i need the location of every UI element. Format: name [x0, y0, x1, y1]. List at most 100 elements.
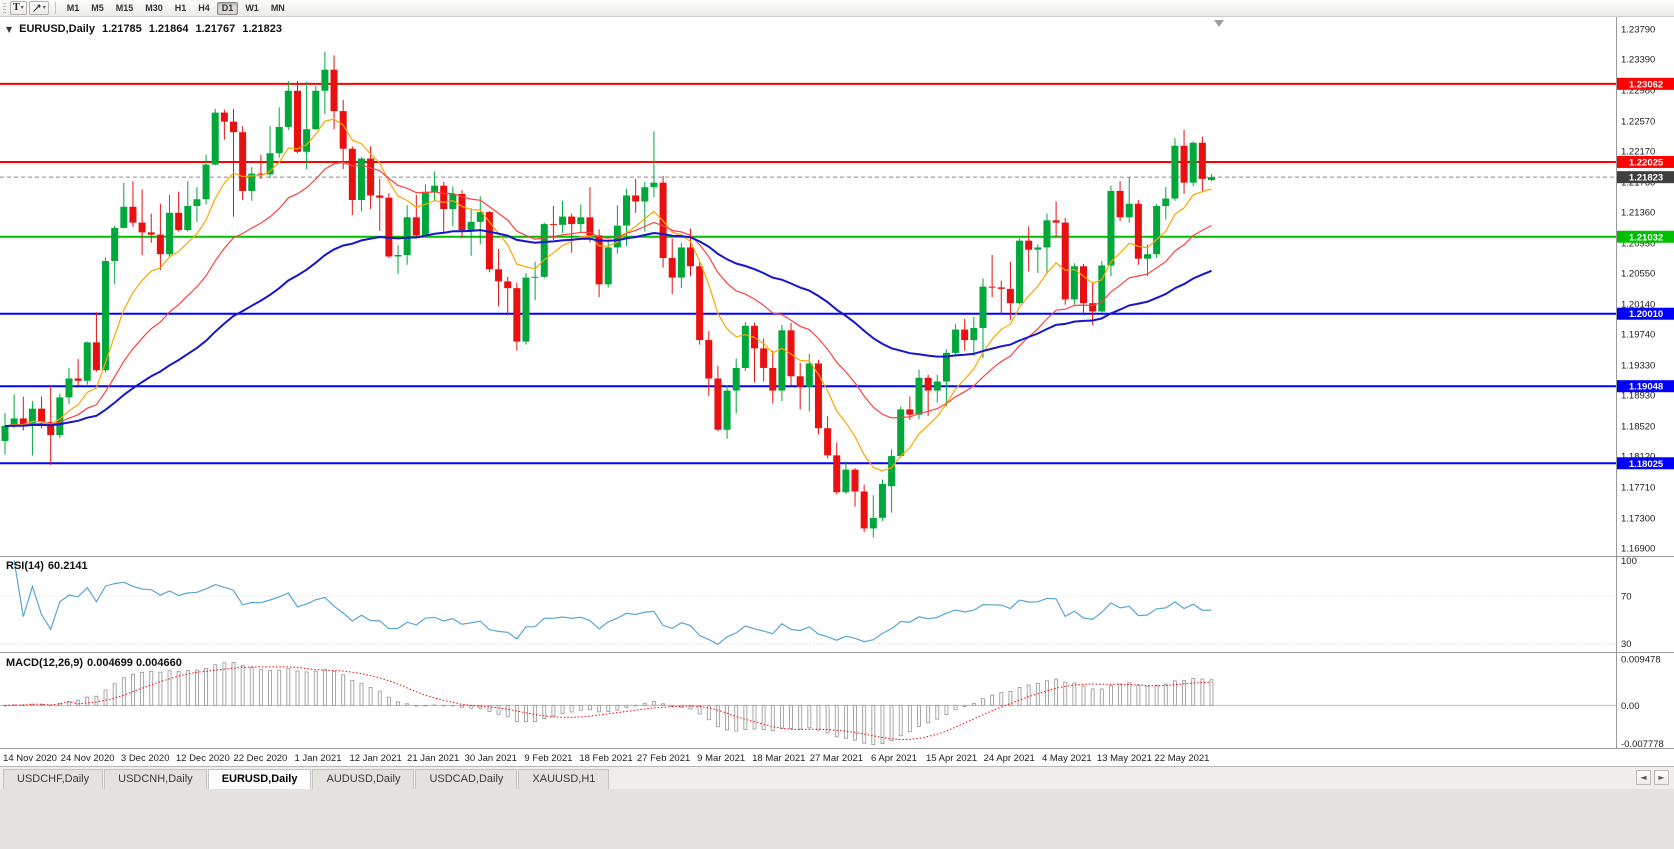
- trendline-tool-icon: [32, 4, 41, 12]
- tabs-scroll-left-button[interactable]: ◄: [1636, 770, 1651, 785]
- time-axis-labels: 14 Nov 2020 24 Nov 2020 3 Dec 2020 12 Dec 2…: [3, 753, 1209, 764]
- text-tool-button[interactable]: T ▾: [10, 1, 27, 15]
- low-value: 1.21767: [195, 23, 236, 35]
- svg-text:1.19048: 1.19048: [1629, 382, 1663, 393]
- tf-button-m5[interactable]: M5: [86, 2, 109, 15]
- svg-text:3 Dec 2020: 3 Dec 2020: [121, 753, 170, 764]
- svg-text:1.19330: 1.19330: [1621, 360, 1655, 371]
- svg-text:1.20010: 1.20010: [1629, 309, 1663, 320]
- svg-text:18 Mar 2021: 18 Mar 2021: [752, 753, 805, 764]
- chevron-down-icon: ▾: [20, 4, 24, 11]
- chart-tab-usdchf[interactable]: USDCHF,Daily: [3, 769, 104, 789]
- tab-scroll-controls: ◄ ►: [1636, 770, 1669, 785]
- svg-text:15 Apr 2021: 15 Apr 2021: [926, 753, 977, 764]
- svg-text:1.17300: 1.17300: [1621, 513, 1655, 524]
- chart-tab-usdcad[interactable]: USDCAD,Daily: [415, 769, 518, 789]
- chart-header: ▼ EURUSD,Daily 1.21785 1.21864 1.21767 1…: [6, 23, 282, 35]
- chart-tab-audusd[interactable]: AUDUSD,Daily: [312, 769, 415, 789]
- bottom-filler: [0, 789, 1674, 849]
- tabs-scroll-right-button[interactable]: ►: [1654, 770, 1669, 785]
- tf-button-m1[interactable]: M1: [62, 2, 85, 15]
- svg-text:18 Feb 2021: 18 Feb 2021: [579, 753, 632, 764]
- rsi-name: RSI(14): [6, 560, 44, 572]
- svg-text:1.21032: 1.21032: [1629, 232, 1663, 243]
- svg-text:1.18930: 1.18930: [1621, 391, 1655, 402]
- rsi-value: 60.2141: [47, 560, 88, 572]
- chart-tab-usdcnh[interactable]: USDCNH,Daily: [104, 769, 207, 789]
- svg-text:24 Apr 2021: 24 Apr 2021: [984, 753, 1035, 764]
- svg-text:9 Feb 2021: 9 Feb 2021: [524, 753, 572, 764]
- toolbar-grip: [3, 2, 6, 14]
- draw-objects-button[interactable]: ▾: [28, 1, 49, 15]
- svg-text:30: 30: [1621, 639, 1632, 650]
- svg-text:9 Mar 2021: 9 Mar 2021: [697, 753, 745, 764]
- svg-text:1.22570: 1.22570: [1621, 116, 1655, 127]
- svg-text:21 Jan 2021: 21 Jan 2021: [407, 753, 459, 764]
- high-value: 1.21864: [148, 23, 189, 35]
- price-axis-labels: 1.237901.233901.229801.225701.221701.217…: [1621, 25, 1655, 555]
- svg-text:14 Nov 2020: 14 Nov 2020: [3, 753, 57, 764]
- macd-levels: 0.009478 0.00 -0.007778: [0, 655, 1664, 750]
- svg-text:1.20140: 1.20140: [1621, 299, 1655, 310]
- svg-text:1.22170: 1.22170: [1621, 147, 1655, 158]
- svg-text:1.18025: 1.18025: [1629, 459, 1664, 470]
- svg-text:1.22980: 1.22980: [1621, 86, 1655, 97]
- svg-text:1.16900: 1.16900: [1621, 544, 1655, 555]
- rsi-line: [13, 560, 1212, 646]
- tf-button-d1[interactable]: D1: [216, 1, 239, 15]
- svg-text:1.17710: 1.17710: [1621, 482, 1655, 493]
- chart-shift-marker: [1214, 20, 1224, 27]
- macd-indicator-label: MACD(12,26,9) 0.004699 0.004660: [6, 657, 186, 669]
- svg-text:1.23790: 1.23790: [1621, 25, 1655, 36]
- open-value: 1.21785: [101, 23, 142, 35]
- svg-text:1.19740: 1.19740: [1621, 330, 1655, 341]
- svg-text:0.00: 0.00: [1621, 701, 1640, 712]
- tf-button-mn[interactable]: MN: [266, 2, 290, 15]
- panel-borders: [0, 17, 1674, 749]
- price-badges: 1.23062 1.22025 1.21032 1.20010 1.19048 1.180…: [1617, 77, 1674, 470]
- svg-text:1.21360: 1.21360: [1621, 208, 1655, 219]
- svg-text:70: 70: [1621, 592, 1632, 603]
- svg-text:1.22025: 1.22025: [1629, 157, 1664, 168]
- chart-tab-xauusd[interactable]: XAUUSD,H1: [518, 769, 610, 789]
- tf-button-w1[interactable]: W1: [240, 2, 264, 15]
- svg-text:1.18120: 1.18120: [1621, 452, 1655, 463]
- text-tool-icon: T: [13, 2, 20, 13]
- svg-text:22 Dec 2020: 22 Dec 2020: [233, 753, 287, 764]
- svg-text:6 Apr 2021: 6 Apr 2021: [871, 753, 917, 764]
- macd-name: MACD(12,26,9): [6, 657, 84, 669]
- svg-text:1.23062: 1.23062: [1629, 79, 1663, 90]
- svg-text:1.20950: 1.20950: [1621, 238, 1655, 249]
- svg-text:22 May 2021: 22 May 2021: [1155, 753, 1210, 764]
- svg-text:27 Feb 2021: 27 Feb 2021: [637, 753, 690, 764]
- svg-text:1.20550: 1.20550: [1621, 269, 1655, 280]
- tf-button-m15[interactable]: M15: [111, 2, 139, 15]
- tf-button-h1[interactable]: H1: [170, 2, 192, 15]
- chart-window: 1.23790 1.23390 1.22980 1.22570 1.22170 1.217…: [0, 17, 1674, 766]
- close-value: 1.21823: [242, 23, 283, 35]
- svg-text:1.18520: 1.18520: [1621, 421, 1655, 432]
- svg-text:4 May 2021: 4 May 2021: [1042, 753, 1092, 764]
- svg-text:1.21823: 1.21823: [1629, 173, 1663, 184]
- one-click-trading-toggle[interactable]: ▼: [6, 24, 13, 34]
- chart-tabs-bar: USDCHF,Daily USDCNH,Daily EURUSD,Daily A…: [0, 766, 1674, 789]
- chart-tab-eurusd[interactable]: EURUSD,Daily: [207, 769, 312, 789]
- tf-button-m30[interactable]: M30: [140, 2, 168, 15]
- rsi-levels: 100 70 30: [0, 556, 1637, 650]
- svg-text:12 Jan 2021: 12 Jan 2021: [349, 753, 401, 764]
- macd-series: [3, 661, 1214, 746]
- svg-text:13 May 2021: 13 May 2021: [1097, 753, 1152, 764]
- rsi-indicator-label: RSI(14) 60.2141: [6, 560, 92, 572]
- svg-text:1 Jan 2021: 1 Jan 2021: [294, 753, 341, 764]
- svg-text:0.009478: 0.009478: [1621, 655, 1661, 666]
- svg-text:12 Dec 2020: 12 Dec 2020: [176, 753, 230, 764]
- chevron-down-icon: ▾: [42, 4, 46, 11]
- price-chart: 1.23790 1.23390 1.22980 1.22570 1.22170 1.217…: [0, 17, 1674, 764]
- svg-text:-0.007778: -0.007778: [1621, 739, 1664, 750]
- svg-text:24 Nov 2020: 24 Nov 2020: [61, 753, 115, 764]
- moving-averages: [4, 118, 1212, 472]
- macd-values: 0.004699 0.004660: [87, 657, 182, 669]
- svg-text:100: 100: [1621, 556, 1637, 567]
- svg-text:27 Mar 2021: 27 Mar 2021: [810, 753, 863, 764]
- tf-button-h4[interactable]: H4: [193, 2, 215, 15]
